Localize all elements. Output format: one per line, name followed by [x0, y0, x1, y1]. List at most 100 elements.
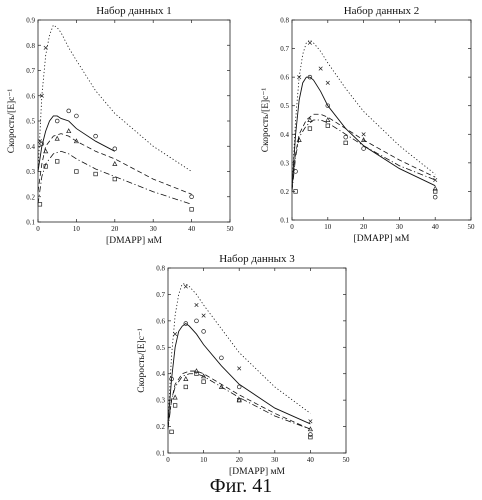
data-point-square: [308, 434, 313, 440]
plot-frame: [37, 19, 231, 223]
y-tick-label: 0.5: [26, 118, 35, 126]
data-point-square: [201, 379, 206, 384]
chart-title: Набор данных 1: [96, 5, 172, 17]
data-point-square: [172, 403, 178, 408]
data-point-o: [361, 146, 366, 151]
data-point-triangle: [307, 117, 313, 122]
data-point-o: [39, 141, 45, 146]
data-point-o: [66, 108, 71, 114]
y-tick-label: 0.9: [26, 17, 35, 25]
data-point-o: [236, 384, 242, 390]
series-line-solid: [167, 322, 311, 425]
series-dashdot: [291, 119, 438, 194]
series-solid: [167, 318, 313, 437]
data-point-square: [194, 371, 199, 376]
data-point-o: [432, 194, 438, 200]
y-tick-label: 0.6: [26, 92, 35, 100]
x-tick-label: 10: [200, 456, 208, 464]
x-axis-title: [DMAPP] мМ: [354, 234, 410, 244]
x-tick-label: 40: [188, 225, 196, 233]
x-tick-label: 40: [432, 223, 440, 231]
data-point-o: [308, 432, 313, 437]
y-tick-label: 0.4: [280, 131, 289, 139]
y-tick-label: 0.7: [280, 45, 289, 53]
series-line-dashdot: [167, 373, 311, 430]
y-tick-label: 0.6: [280, 74, 289, 82]
y-tick-label: 0.2: [26, 193, 35, 201]
x-tick-label: 50: [468, 223, 476, 231]
data-point-o: [93, 133, 98, 139]
data-point-x: [318, 66, 323, 71]
plot-frame: [167, 267, 347, 454]
data-point-square: [93, 171, 98, 177]
series-line-solid: [291, 76, 436, 189]
data-point-square: [55, 159, 60, 164]
series-solid: [291, 74, 438, 200]
chart-panel-1: Набор данных 1 0 10 20 30 40 50 0.1 0.2 0.3 0.4 0.5…: [7, 5, 234, 246]
y-tick-label: 0.5: [156, 344, 165, 352]
data-point-x: [361, 132, 366, 137]
series-dashdot: [167, 371, 313, 440]
data-point-square: [189, 207, 194, 212]
x-tick-label: 20: [111, 225, 119, 233]
data-point-x: [237, 366, 242, 371]
y-tick-label: 0.1: [156, 450, 165, 458]
series-line-dotted: [291, 39, 436, 186]
data-point-o: [74, 113, 79, 119]
chart-title: Набор данных 3: [219, 253, 295, 265]
x-tick-label: 20: [236, 456, 244, 464]
data-point-square: [169, 429, 174, 435]
y-tick-label: 0.7: [156, 291, 165, 299]
series-dashdot: [37, 150, 194, 212]
data-point-square: [343, 140, 348, 146]
y-tick-label: 0.4: [156, 370, 165, 378]
y-axis-title: Скорость/[E]c⁻¹: [261, 88, 271, 153]
data-point-triangle: [193, 368, 200, 374]
data-point-triangle: [325, 117, 331, 122]
data-point-o: [307, 74, 313, 80]
chart-panel-3: Набор данных 3 0 10 20 30 40 50 0.1 0.2 0.3 0.4 0.5…: [137, 253, 350, 477]
y-tick-label: 0.1: [26, 219, 35, 227]
y-axis-title: Скорость/[E]c⁻¹: [137, 328, 147, 393]
series-line-dotted: [167, 283, 311, 422]
data-point-triangle: [112, 160, 118, 166]
data-point-square: [183, 384, 188, 390]
data-point-square: [74, 169, 79, 174]
x-tick-label: 0: [290, 223, 294, 231]
y-tick-label: 0.2: [156, 423, 165, 431]
x-tick-label: 10: [73, 225, 81, 233]
data-point-x: [43, 45, 48, 50]
series-dashed: [291, 113, 438, 191]
data-point-triangle: [361, 137, 367, 142]
x-tick-label: 50: [343, 456, 351, 464]
data-point-square: [37, 202, 43, 207]
data-point-x: [325, 80, 330, 85]
x-axis-title: [DMAPP] мМ: [106, 236, 162, 246]
figure-caption: Фиг. 41: [210, 475, 272, 497]
data-point-square: [433, 189, 438, 194]
y-tick-label: 0.1: [280, 217, 289, 225]
chart-panel-2: Набор данных 2 0 10 20 30 40 50 0.1 0.2 0.3 0.4 0.5…: [261, 5, 475, 244]
data-point-triangle: [172, 394, 178, 400]
y-tick-label: 0.4: [26, 143, 35, 151]
data-point-square: [293, 189, 298, 194]
series-line-dashdot: [291, 119, 436, 192]
data-point-square: [237, 397, 242, 403]
data-point-triangle: [66, 128, 72, 134]
data-point-x: [201, 313, 206, 318]
data-point-triangle: [183, 376, 189, 381]
data-point-triangle: [296, 137, 302, 142]
data-point-o: [189, 194, 194, 200]
data-point-o: [194, 318, 199, 324]
data-point-x: [307, 40, 312, 45]
data-point-triangle: [43, 148, 49, 154]
data-point-o: [343, 134, 348, 140]
data-point-x: [39, 93, 44, 98]
data-point-o: [54, 118, 60, 124]
y-tick-label: 0.2: [280, 188, 289, 196]
x-tick-label: 20: [360, 223, 368, 231]
data-point-o: [183, 321, 189, 326]
y-axis-title: Скорость/[E]c⁻¹: [7, 89, 17, 154]
series-dashed: [37, 128, 192, 195]
